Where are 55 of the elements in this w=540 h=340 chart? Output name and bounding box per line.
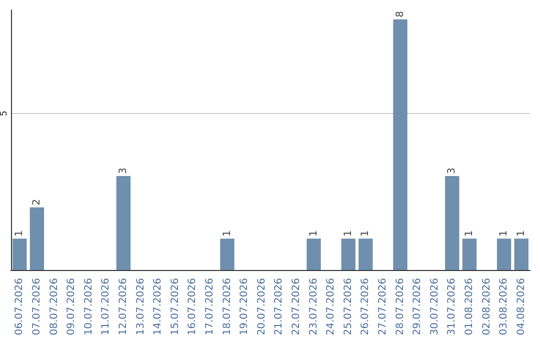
- x-tick-label: 06.07.2026: [14, 278, 26, 336]
- bar: [496, 238, 512, 270]
- x-tick-label: 10.07.2026: [83, 278, 94, 336]
- bar: [393, 19, 408, 270]
- data-label: 1: [498, 230, 510, 237]
- x-tick-label: 31.07.2026: [446, 278, 458, 336]
- bar: [116, 176, 131, 270]
- x-tick-label: 15.07.2026: [170, 278, 181, 336]
- bar: [445, 176, 460, 270]
- data-label: 2: [31, 198, 42, 206]
- x-tick-label: 13.07.2026: [135, 278, 146, 336]
- x-tick-label: 02.08.2026: [481, 278, 492, 336]
- x-tick-label: 28.07.2026: [394, 278, 406, 336]
- bar: [306, 238, 321, 270]
- data-label: 1: [308, 230, 320, 237]
- data-label: 1: [222, 230, 233, 237]
- x-tick-label: 20.07.2026: [256, 278, 268, 336]
- data-label: 3: [446, 168, 458, 174]
- x-tick-label: 26.07.2026: [360, 278, 372, 336]
- x-tick-label: 08.07.2026: [48, 278, 60, 336]
- data-label: 8: [394, 11, 406, 18]
- x-tick-label: 22.07.2026: [290, 278, 302, 336]
- x-tick-label: 27.07.2026: [377, 278, 388, 336]
- data-label: 3: [118, 168, 129, 174]
- y-tick-label: 5: [0, 110, 10, 116]
- x-tick-label: 07.07.2026: [31, 278, 42, 336]
- bar: [462, 238, 477, 270]
- data-label: 1: [14, 230, 26, 237]
- x-tick-label: 29.07.2026: [412, 278, 424, 336]
- x-tick-label: 21.07.2026: [274, 278, 285, 336]
- x-tick-label: 12.07.2026: [118, 278, 129, 336]
- bar: [30, 207, 44, 270]
- x-tick-label: 17.07.2026: [204, 278, 216, 336]
- x-tick-label: 25.07.2026: [342, 278, 354, 336]
- x-tick-label: 23.07.2026: [308, 278, 320, 336]
- x-tick-label: 09.07.2026: [66, 278, 78, 336]
- x-tick-label: 24.07.2026: [326, 278, 337, 336]
- bar: [220, 238, 234, 270]
- x-tick-label: 03.08.2026: [498, 278, 510, 336]
- x-tick-label: 01.08.2026: [464, 278, 475, 336]
- data-label: 1: [360, 230, 372, 237]
- bar: [12, 238, 27, 270]
- x-tick-label: 30.07.2026: [429, 278, 440, 336]
- bar: [341, 238, 356, 270]
- x-tick-label: 19.07.2026: [239, 278, 250, 336]
- data-label: 1: [342, 230, 354, 237]
- x-tick-label: 11.07.2026: [100, 278, 112, 336]
- bar: [514, 238, 528, 270]
- x-tick-label: 18.07.2026: [222, 278, 233, 336]
- data-label: 1: [516, 230, 527, 237]
- x-tick-label: 16.07.2026: [187, 278, 198, 336]
- x-tick-label: 04.08.2026: [516, 278, 527, 336]
- data-label: 1: [464, 230, 475, 237]
- bar: [358, 238, 373, 270]
- x-tick-label: 14.07.2026: [152, 278, 164, 336]
